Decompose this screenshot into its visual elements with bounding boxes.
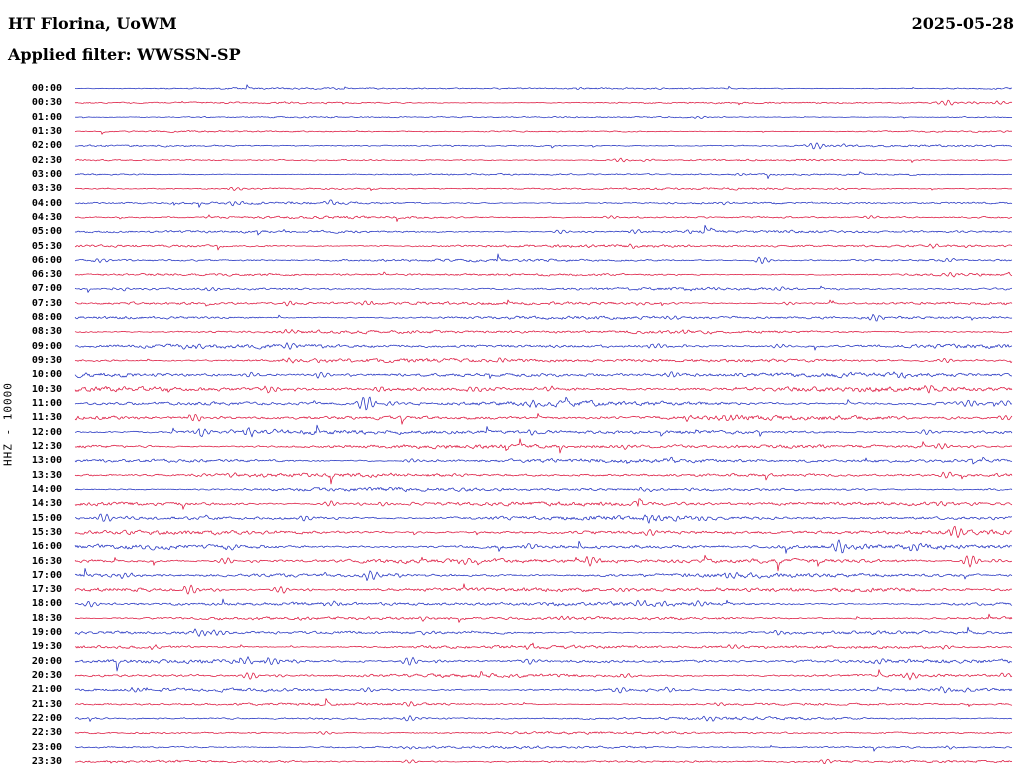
trace-time-label: 21:30 — [31, 698, 62, 710]
trace-time-label: 19:30 — [31, 641, 62, 653]
trace-time-label: 23:00 — [31, 741, 62, 753]
trace-time-label: 13:00 — [31, 455, 62, 467]
trace-time-label: 13:30 — [31, 469, 62, 481]
trace-time-label: 08:00 — [31, 312, 62, 324]
trace-time-label: 02:30 — [31, 154, 62, 166]
trace-time-label: 09:00 — [31, 340, 62, 352]
plot-date: 2025-05-28 — [911, 14, 1014, 33]
trace-time-label: 01:00 — [31, 111, 62, 123]
trace-time-label: 16:00 — [31, 541, 62, 553]
trace-time-label: 22:00 — [31, 713, 62, 725]
trace-time-label: 05:00 — [31, 226, 62, 238]
trace-time-label: 12:00 — [31, 426, 62, 438]
trace-time-label: 04:00 — [31, 197, 62, 209]
trace-time-label: 12:30 — [31, 440, 62, 452]
trace-time-label: 09:30 — [31, 355, 62, 367]
trace-time-label: 22:30 — [31, 727, 62, 739]
trace-time-label: 10:00 — [31, 369, 62, 381]
trace-time-label: 06:00 — [31, 254, 62, 266]
trace-time-label: 16:30 — [31, 555, 62, 567]
time-axis: 00:00 00:30 01:00 01:30 02:00 02:30 03:00 03:30… — [0, 0, 66, 780]
trace-time-label: 23:30 — [31, 756, 62, 767]
trace-time-label: 17:30 — [31, 584, 62, 596]
trace-time-label: 08:30 — [31, 326, 62, 338]
trace-time-label: 00:00 — [31, 83, 62, 94]
trace-time-label: 19:00 — [31, 627, 62, 639]
trace-time-label: 15:30 — [31, 526, 62, 538]
station-title: HT Florina, UoWM — [8, 14, 177, 33]
trace-time-label: 18:30 — [31, 612, 62, 624]
trace-time-label: 07:30 — [31, 297, 62, 309]
trace-time-label: 14:30 — [31, 498, 62, 510]
trace-time-label: 11:00 — [31, 398, 62, 410]
trace-time-label: 00:30 — [31, 97, 62, 109]
trace-time-label: 04:30 — [31, 211, 62, 223]
trace-time-label: 05:30 — [31, 240, 62, 252]
trace-time-label: 03:30 — [31, 183, 62, 195]
trace-time-label: 17:00 — [31, 569, 62, 581]
trace-time-label: 07:00 — [31, 283, 62, 295]
trace-time-label: 01:30 — [31, 125, 62, 137]
trace-time-label: 06:30 — [31, 269, 62, 281]
trace-time-label: 20:00 — [31, 655, 62, 667]
trace-time-label: 18:00 — [31, 598, 62, 610]
trace-time-label: 10:30 — [31, 383, 62, 395]
trace-time-label: 15:00 — [31, 512, 62, 524]
applied-filter-label: Applied filter: WWSSN-SP — [8, 45, 241, 64]
trace-time-label: 11:30 — [31, 412, 62, 424]
trace-time-label: 03:00 — [31, 168, 62, 180]
trace-time-label: 02:00 — [31, 140, 62, 152]
trace-time-label: 20:30 — [31, 670, 62, 682]
trace-time-label: 21:00 — [31, 684, 62, 696]
trace-time-label: 14:00 — [31, 483, 62, 495]
